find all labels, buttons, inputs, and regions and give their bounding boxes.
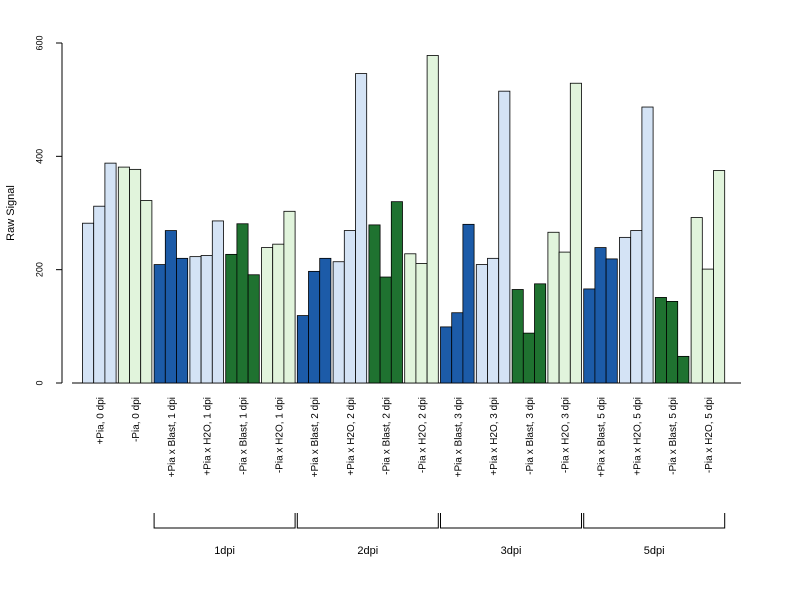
bar — [583, 288, 596, 384]
category-label: +Pia, 0 dpi — [95, 397, 106, 445]
bar — [117, 166, 130, 384]
bar — [211, 220, 224, 384]
bar — [379, 276, 392, 384]
group-bracket-label: 3dpi — [501, 545, 522, 557]
category-label: +Pia x H2O, 3 dpi — [489, 397, 500, 476]
category-label: -Pia x H2O, 2 dpi — [418, 397, 429, 473]
bar — [426, 55, 439, 384]
bar — [630, 230, 643, 384]
bar — [236, 223, 249, 384]
bar — [200, 255, 213, 384]
bar — [272, 243, 285, 384]
bar — [547, 231, 560, 384]
bar — [404, 253, 417, 384]
bar — [619, 236, 632, 384]
bar — [522, 332, 535, 384]
group-bracket — [440, 513, 582, 529]
bar — [677, 355, 690, 384]
category-label: -Pia x Blast, 1 dpi — [239, 397, 250, 475]
y-tick-label: 400 — [34, 149, 44, 164]
bar — [415, 263, 428, 384]
y-axis-label: Raw Signal — [5, 185, 17, 241]
bar — [225, 253, 238, 384]
bar — [654, 297, 667, 384]
category-label: -Pia x H2O, 1 dpi — [274, 397, 285, 473]
bar — [440, 326, 453, 384]
bar — [104, 162, 117, 384]
y-axis: 0 200 400 600 — [34, 35, 63, 386]
bar — [498, 90, 511, 384]
y-tick-label: 0 — [34, 380, 44, 385]
bar — [164, 230, 177, 384]
bar — [343, 230, 356, 384]
bar — [296, 315, 309, 384]
bar — [462, 223, 475, 384]
category-label: +Pia x Blast, 3 dpi — [453, 397, 464, 477]
group-brackets: 1dpi 2dpi 3dpi 5dpi — [153, 513, 726, 557]
bar — [319, 257, 332, 384]
bar — [308, 270, 321, 384]
category-labels: +Pia, 0 dpi -Pia, 0 dpi +Pia x Blast, 1 dp… — [95, 397, 715, 477]
bar — [511, 289, 524, 384]
category-label: -Pia x Blast, 3 dpi — [525, 397, 536, 475]
category-label: -Pia, 0 dpi — [131, 397, 142, 442]
bar — [475, 264, 488, 384]
bar — [283, 210, 296, 384]
bar — [701, 268, 714, 384]
group-bracket — [583, 513, 726, 529]
group-bracket-label: 1dpi — [214, 545, 235, 557]
bar — [93, 205, 106, 384]
bar — [487, 257, 500, 384]
category-label: +Pia x Blast, 2 dpi — [310, 397, 321, 477]
bar — [641, 106, 654, 384]
bars-layer — [82, 55, 726, 384]
y-tick-label: 600 — [34, 35, 44, 50]
bar — [355, 73, 368, 384]
group-bracket — [296, 513, 439, 529]
bar — [605, 258, 618, 384]
bar — [176, 257, 189, 384]
bar — [690, 217, 703, 384]
bar — [368, 224, 381, 384]
category-label: +Pia x H2O, 5 dpi — [632, 397, 643, 476]
category-label: +Pia x H2O, 2 dpi — [346, 397, 357, 476]
bar — [189, 256, 202, 384]
bar — [140, 200, 153, 384]
group-bracket-label: 5dpi — [644, 545, 665, 557]
bar — [332, 261, 345, 384]
bar — [82, 222, 95, 384]
category-label: -Pia x H2O, 5 dpi — [704, 397, 715, 473]
category-label: -Pia x H2O, 3 dpi — [561, 397, 572, 473]
bar — [451, 312, 464, 384]
category-label: +Pia x Blast, 5 dpi — [597, 397, 608, 477]
group-bracket — [153, 513, 296, 529]
group-bracket-label: 2dpi — [357, 545, 378, 557]
category-label: -Pia x Blast, 2 dpi — [382, 397, 393, 475]
bar — [390, 201, 403, 384]
bar — [129, 168, 142, 384]
category-label: -Pia x Blast, 5 dpi — [668, 397, 679, 475]
bar — [153, 264, 166, 384]
bar — [594, 247, 607, 384]
category-label: +Pia x Blast, 1 dpi — [167, 397, 178, 477]
bar — [558, 251, 571, 384]
bar — [261, 247, 274, 384]
category-label: +Pia x H2O, 1 dpi — [203, 397, 214, 476]
y-tick-label: 200 — [34, 262, 44, 277]
bar — [569, 82, 582, 384]
bar — [666, 300, 679, 384]
bar — [247, 274, 260, 384]
bar — [534, 283, 547, 384]
bar — [713, 170, 726, 384]
